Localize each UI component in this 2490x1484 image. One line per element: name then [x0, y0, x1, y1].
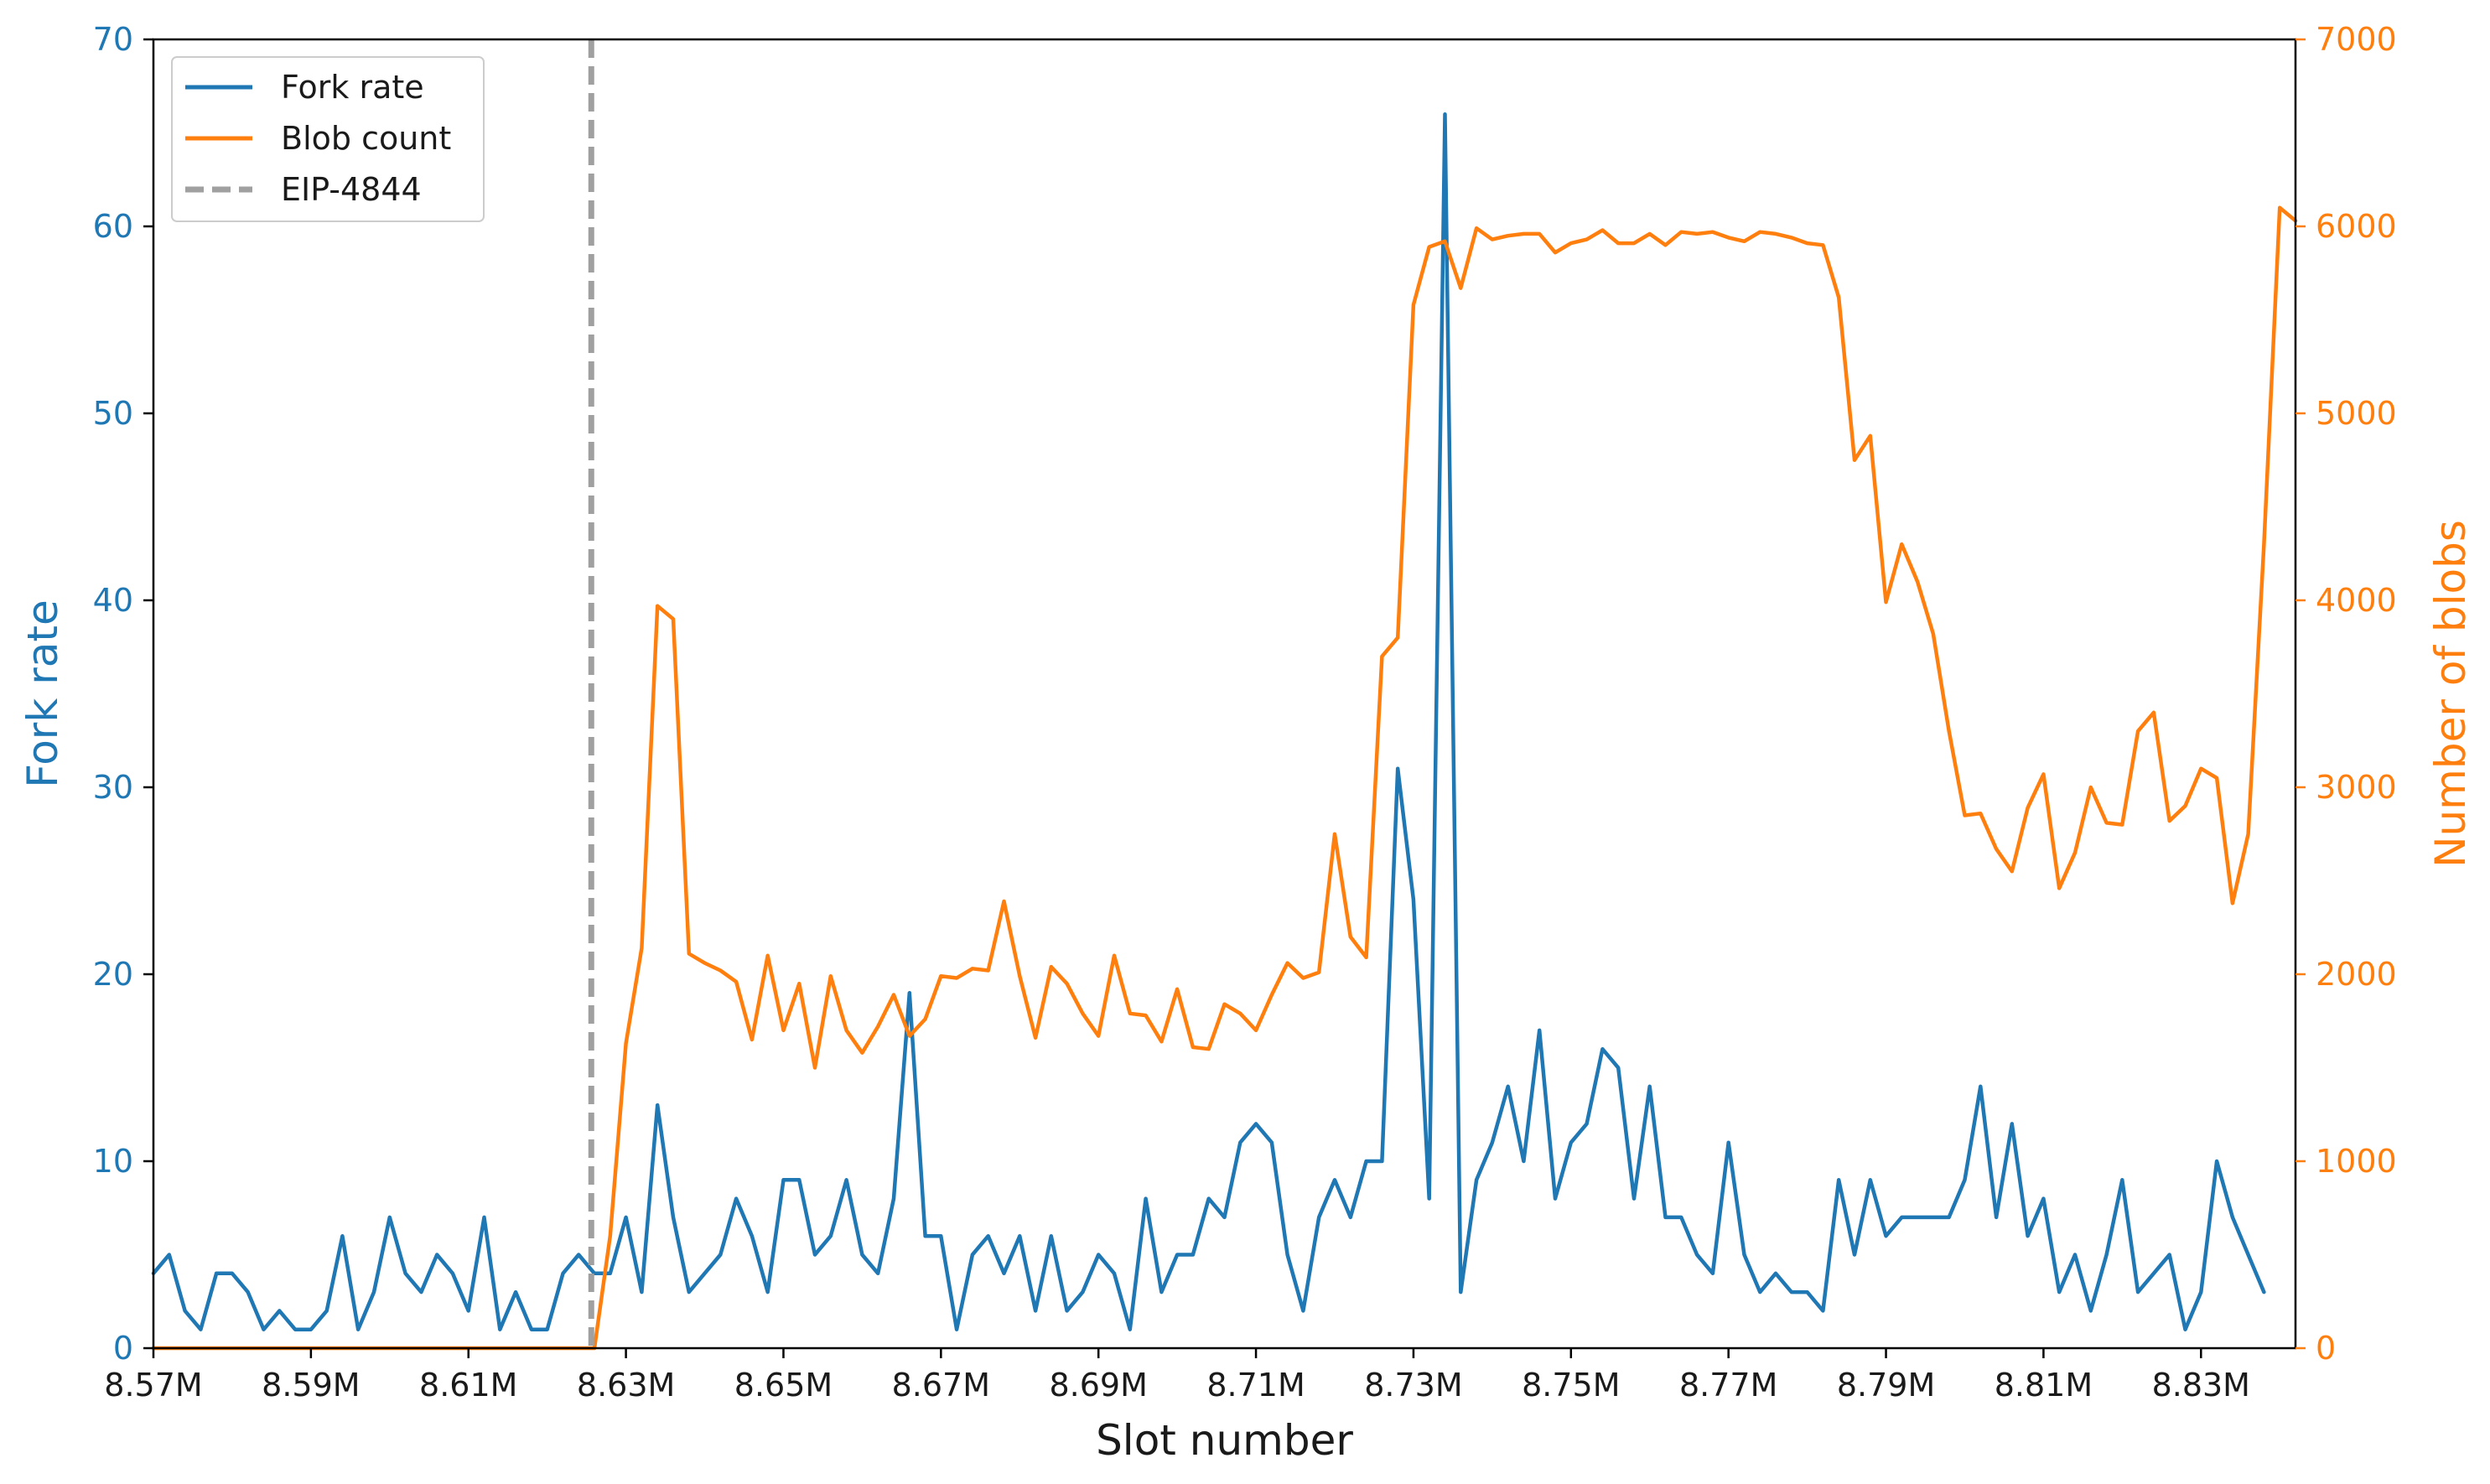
y-right-tick-label-6000: 6000 — [2316, 208, 2397, 245]
legend-label-eip-4844: EIP-4844 — [281, 171, 422, 208]
x-tick-label-8-61m: 8.61M — [419, 1367, 517, 1404]
plot-frame — [152, 38, 2297, 1350]
x-tick-label-8-65m: 8.65M — [734, 1367, 833, 1404]
y-left-tick-label-0: 0 — [113, 1330, 133, 1367]
y-axis-left: 0 10 20 30 40 50 60 70 — [93, 21, 153, 1367]
legend-box — [171, 56, 485, 222]
y-left-tick-label-20: 20 — [93, 956, 133, 993]
y-axis-left-label: Fork rate — [18, 599, 67, 788]
x-tick-label-8-75m: 8.75M — [1522, 1367, 1620, 1404]
x-tick-label-8-57m: 8.57M — [104, 1367, 202, 1404]
x-tick-label-8-83m: 8.83M — [2152, 1367, 2250, 1404]
x-tick-label-8-81m: 8.81M — [1995, 1367, 2093, 1404]
y-right-tick-label-4000: 4000 — [2316, 582, 2397, 619]
x-tick-label-8-79m: 8.79M — [1837, 1367, 1935, 1404]
y-axis-right: 0 1000 2000 3000 4000 5000 6000 7000 — [2295, 21, 2397, 1367]
y-left-tick-label-60: 60 — [93, 208, 133, 245]
x-tick-label-8-67m: 8.67M — [892, 1367, 990, 1404]
y-right-tick-label-1000: 1000 — [2316, 1143, 2397, 1180]
x-tick-label-8-71m: 8.71M — [1206, 1367, 1305, 1404]
series-fork-rate — [151, 112, 2266, 1331]
x-axis-label: Slot number — [1096, 1416, 1353, 1465]
y-right-tick-label-0: 0 — [2316, 1330, 2336, 1367]
x-tick-label-8-63m: 8.63M — [577, 1367, 675, 1404]
y-left-tick-label-10: 10 — [93, 1143, 133, 1180]
x-tick-label-8-69m: 8.69M — [1050, 1367, 1148, 1404]
y-axis-right-label: Number of blobs — [2426, 520, 2475, 868]
y-left-tick-label-70: 70 — [93, 21, 133, 58]
x-axis: 8.57M 8.59M 8.61M 8.63M 8.65M 8.67M 8.69M 8.71M… — [104, 1348, 2250, 1404]
x-tick-label-8-73m: 8.73M — [1364, 1367, 1462, 1404]
y-left-tick-label-30: 30 — [93, 769, 133, 806]
y-right-tick-label-3000: 3000 — [2316, 769, 2397, 806]
y-right-tick-label-2000: 2000 — [2316, 956, 2397, 993]
legend: Fork rate Blob count EIP-4844 — [171, 56, 485, 222]
x-tick-label-8-59m: 8.59M — [262, 1367, 360, 1404]
y-left-tick-label-50: 50 — [93, 395, 133, 432]
legend-label-fork-rate: Fork rate — [281, 69, 424, 106]
y-right-tick-label-7000: 7000 — [2316, 21, 2397, 58]
x-tick-label-8-77m: 8.77M — [1679, 1367, 1777, 1404]
legend-label-blob-count: Blob count — [281, 120, 451, 157]
y-left-tick-label-40: 40 — [93, 582, 133, 619]
y-right-tick-label-5000: 5000 — [2316, 395, 2397, 432]
